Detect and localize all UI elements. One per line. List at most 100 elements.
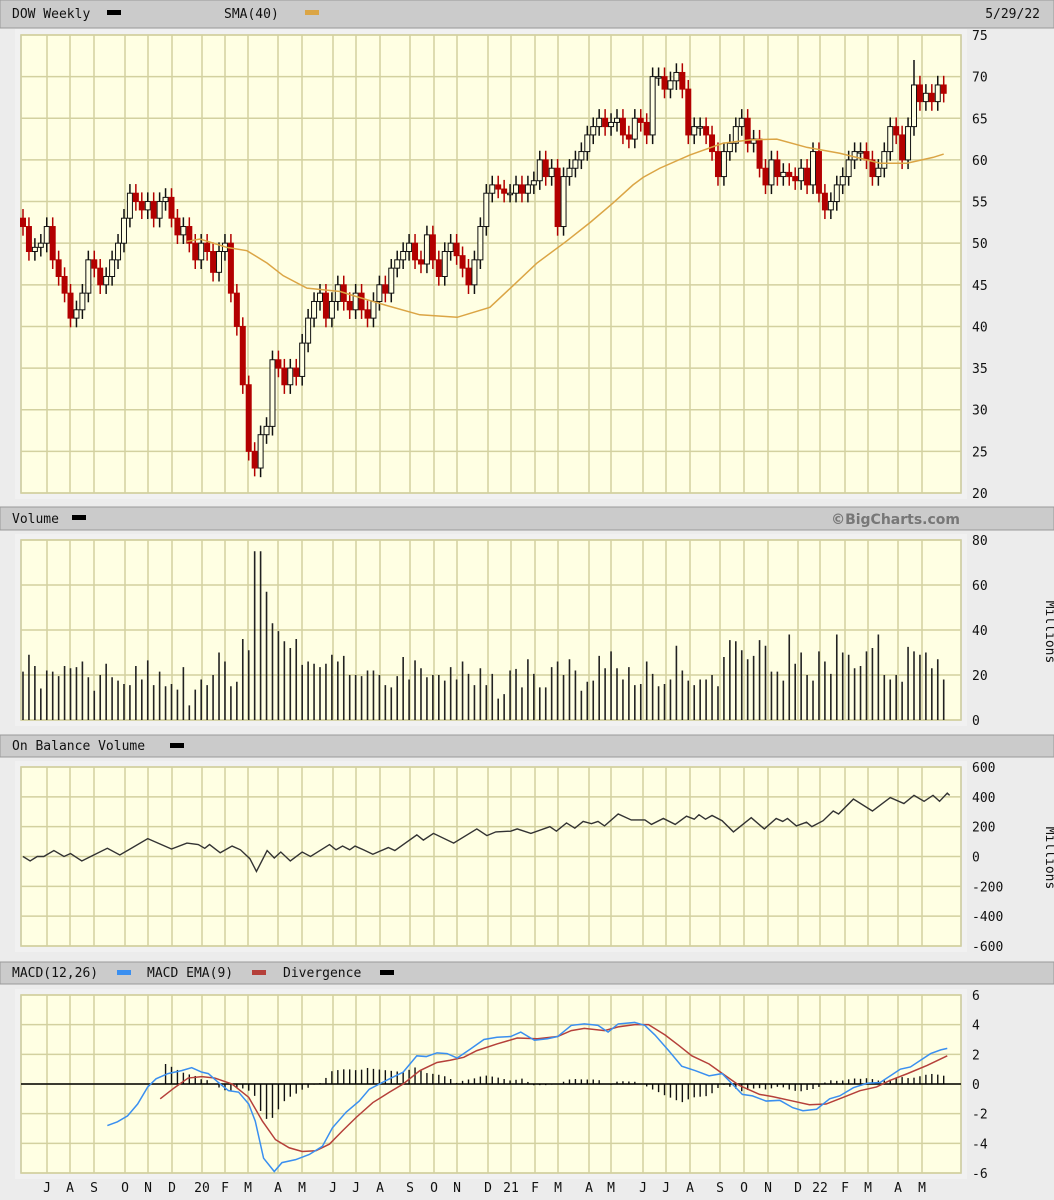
sma-label: SMA(40) — [224, 7, 279, 22]
candle-up — [180, 226, 187, 236]
obv-y-tick-label: -600 — [972, 940, 1003, 955]
candle-down — [928, 92, 935, 103]
candle-up — [73, 309, 80, 319]
x-tick-label: N — [453, 1181, 461, 1196]
candle-up — [394, 259, 401, 269]
candle-up — [287, 367, 294, 386]
chart-marks: 7570656055504540353025208060402006004002… — [15, 29, 1003, 1196]
candle-down — [804, 167, 811, 186]
candle-up — [162, 196, 169, 203]
candle-up — [768, 159, 775, 186]
candle-up — [156, 201, 163, 219]
candle-down — [685, 88, 692, 136]
obv-y-tick-label: 200 — [972, 821, 995, 836]
candle-down — [637, 117, 644, 123]
candle-up — [43, 226, 50, 244]
candle-up — [103, 275, 110, 286]
obv-y-tick-label: -400 — [972, 910, 1003, 925]
x-tick-label: J — [352, 1181, 360, 1196]
price-y-tick-label: 60 — [972, 154, 988, 169]
candle-up — [31, 246, 38, 253]
macd-y-tick-label: 4 — [972, 1019, 980, 1034]
candle-down — [322, 292, 329, 319]
bigcharts-copyright[interactable]: ©BigCharts.com — [831, 512, 960, 528]
obv-line — [22, 792, 951, 873]
candle-up — [697, 126, 704, 129]
macd-y-tick-label: 0 — [972, 1078, 980, 1093]
candle-down — [893, 126, 900, 136]
x-tick-label: J — [329, 1181, 337, 1196]
candle-down — [67, 292, 74, 319]
macd-label: MACD(12,26) — [12, 966, 98, 981]
candle-down — [714, 151, 721, 178]
candle-down — [554, 167, 561, 228]
candle-up — [655, 76, 662, 79]
candle-down — [20, 217, 26, 228]
candle-up — [922, 92, 929, 103]
candle-up — [376, 284, 383, 302]
candle-down — [465, 267, 472, 286]
candle-down — [192, 242, 199, 261]
candle-up — [827, 201, 834, 211]
divergence-label: Divergence — [283, 966, 361, 981]
x-tick-label: M — [298, 1181, 306, 1196]
price-header-bar — [0, 0, 1054, 29]
candle-down — [293, 367, 300, 377]
obv-y-tick-label: 400 — [972, 791, 995, 806]
x-tick-label: 20 — [194, 1181, 210, 1196]
x-tick-label: O — [121, 1181, 129, 1196]
macd-y-tick-label: 6 — [972, 989, 980, 1004]
x-tick-label: J — [43, 1181, 51, 1196]
macd-y-tick-label: -6 — [972, 1167, 988, 1182]
candle-up — [631, 117, 638, 140]
candle-down — [619, 117, 626, 136]
candle-down — [661, 76, 668, 90]
candle-down — [453, 242, 460, 257]
candle-up — [471, 259, 478, 286]
candle-up — [667, 80, 674, 90]
x-tick-label: A — [376, 1181, 384, 1196]
candle-down — [204, 242, 211, 253]
volume-y-tick-label: 20 — [972, 669, 988, 684]
candle-up — [37, 242, 44, 248]
candle-up — [905, 126, 912, 161]
candle-up — [810, 151, 817, 186]
candle-down — [245, 384, 252, 452]
price-y-tick-label: 25 — [972, 445, 988, 460]
candle-up — [590, 126, 597, 136]
candle-up — [845, 159, 852, 178]
candle-up — [798, 167, 805, 182]
candle-up — [726, 142, 733, 153]
candle-up — [477, 226, 484, 261]
price-y-tick-label: 65 — [972, 112, 988, 127]
candle-up — [887, 126, 894, 153]
candle-up — [126, 192, 133, 219]
candle-up — [720, 151, 727, 178]
sma-legend-swatch — [305, 10, 319, 15]
volume-legend-swatch — [72, 515, 86, 520]
candle-down — [251, 450, 258, 469]
price-y-tick-label: 70 — [972, 71, 988, 86]
candle-up — [833, 184, 840, 203]
candle-down — [417, 259, 424, 265]
candle-up — [328, 300, 335, 319]
macd-header-bar — [0, 961, 1054, 985]
candle-up — [216, 251, 223, 273]
candle-up — [839, 176, 846, 186]
candle-up — [584, 134, 591, 153]
candle-up — [934, 84, 941, 103]
candle-down — [382, 284, 389, 294]
x-tick-label: M — [244, 1181, 252, 1196]
volume-y-tick-label: 60 — [972, 579, 988, 594]
candle-up — [317, 292, 323, 302]
candle-up — [780, 171, 787, 178]
x-tick-label: M — [607, 1181, 615, 1196]
x-tick-label: F — [221, 1181, 229, 1196]
x-tick-label: S — [406, 1181, 414, 1196]
volume-y-tick-label: 80 — [972, 534, 988, 549]
candle-down — [429, 234, 436, 261]
candle-up — [352, 292, 359, 311]
price-y-tick-label: 20 — [972, 487, 988, 502]
price-y-tick-label: 55 — [972, 196, 988, 211]
